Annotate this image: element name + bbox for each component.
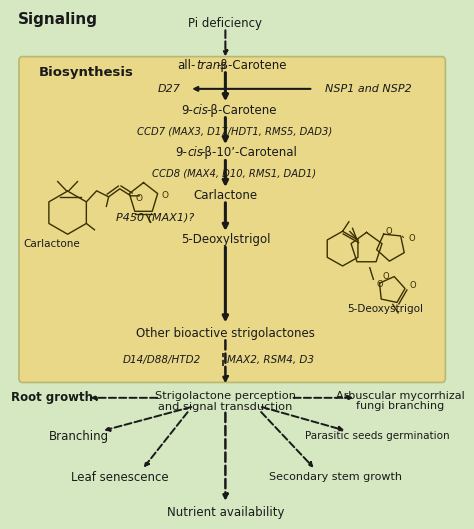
Text: P450 (MAX1)?: P450 (MAX1)? (117, 213, 195, 223)
Text: Carlactone: Carlactone (193, 189, 257, 202)
Text: Root growth: Root growth (11, 391, 93, 404)
Text: 5-Deoxystrigol: 5-Deoxystrigol (347, 304, 423, 314)
Text: Signaling: Signaling (18, 12, 98, 26)
Text: MAX2, RSM4, D3: MAX2, RSM4, D3 (227, 355, 314, 364)
Text: 9-: 9- (181, 104, 193, 116)
FancyBboxPatch shape (19, 57, 446, 382)
Text: O: O (409, 280, 416, 289)
Text: Biosynthesis: Biosynthesis (38, 66, 133, 79)
Text: O: O (136, 194, 142, 203)
Text: -β-10’-Carotenal: -β-10’-Carotenal (201, 146, 298, 159)
Text: trans: trans (196, 59, 227, 72)
Text: D14/D88/HTD2: D14/D88/HTD2 (123, 355, 201, 364)
Text: NSP1 and NSP2: NSP1 and NSP2 (325, 84, 411, 94)
Text: Carlactone: Carlactone (24, 239, 80, 249)
Text: cis: cis (193, 104, 209, 116)
Text: O: O (385, 227, 392, 236)
Text: Parasitic seeds germination: Parasitic seeds germination (305, 432, 450, 441)
Text: Branching: Branching (49, 430, 109, 443)
Text: -β-Carotene: -β-Carotene (216, 59, 286, 72)
Text: Pi deficiency: Pi deficiency (188, 17, 263, 30)
Text: CCD8 (MAX4, D10, RMS1, DAD1): CCD8 (MAX4, D10, RMS1, DAD1) (152, 169, 317, 178)
Text: D27: D27 (157, 84, 181, 94)
Text: O: O (377, 280, 383, 289)
Text: CCD7 (MAX3, D17/HDT1, RMS5, DAD3): CCD7 (MAX3, D17/HDT1, RMS5, DAD3) (137, 126, 332, 136)
Text: Other bioactive strigolactones: Other bioactive strigolactones (136, 327, 315, 340)
Text: Nutrient availability: Nutrient availability (167, 506, 284, 518)
Text: cis: cis (187, 146, 203, 159)
Text: fungi branching: fungi branching (356, 402, 445, 411)
Text: O: O (161, 191, 168, 200)
Text: O: O (409, 234, 415, 243)
Text: Leaf senescence: Leaf senescence (71, 471, 168, 484)
Text: Arbuscular mycorrhizal: Arbuscular mycorrhizal (336, 391, 465, 400)
Text: Strigolactone perception: Strigolactone perception (155, 391, 296, 400)
Text: -β-Carotene: -β-Carotene (207, 104, 277, 116)
Text: O: O (383, 272, 389, 281)
Text: and signal transduction: and signal transduction (158, 403, 292, 412)
Text: Secondary stem growth: Secondary stem growth (269, 472, 402, 482)
Text: 5-Deoxylstrigol: 5-Deoxylstrigol (181, 233, 270, 245)
Text: 9-: 9- (175, 146, 187, 159)
Text: all-: all- (178, 59, 196, 72)
